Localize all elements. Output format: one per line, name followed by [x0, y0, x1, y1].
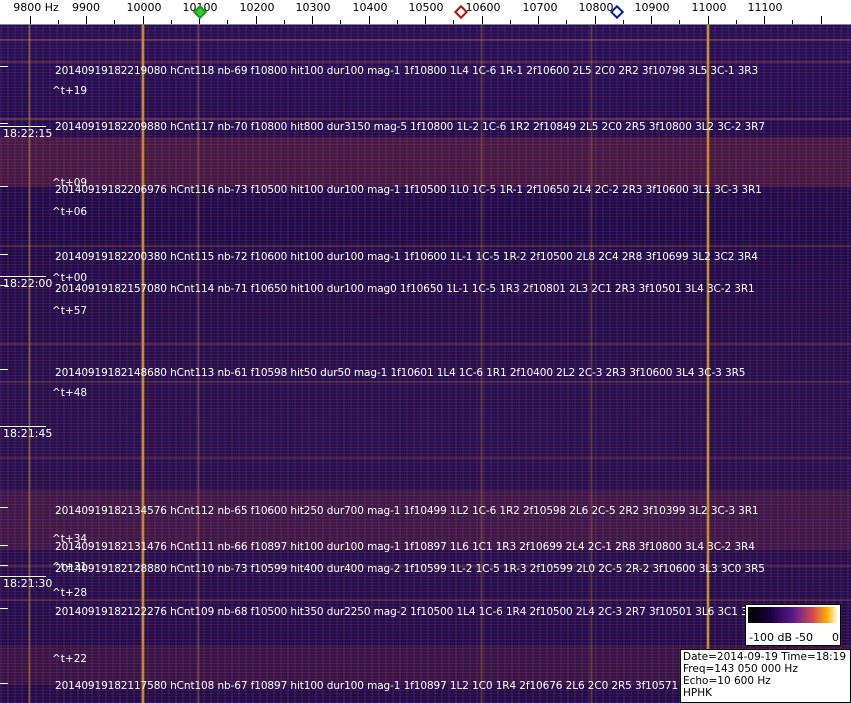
relative-time: ^t+34	[52, 533, 88, 545]
colorbar-min: -100 dB	[749, 631, 792, 644]
relative-time: ^t+48	[52, 387, 88, 399]
detection-line: 20140919182128880 hCnt110 nb-73 f10599 h…	[55, 563, 765, 575]
info-station: HPHK	[683, 687, 713, 699]
info-frequency: Freq=143 050 000 Hz	[683, 663, 798, 675]
relative-time: ^t+19	[52, 85, 88, 97]
ruler-label: 10200	[239, 1, 275, 14]
ruler-label: 11100	[747, 1, 783, 14]
ruler-label-start: 9800 Hz	[13, 1, 59, 14]
detection-line: 20140919182219080 hCnt118 nb-69 f10800 h…	[55, 65, 759, 77]
ruler-label: 10700	[522, 1, 558, 14]
relative-time: ^t+28	[52, 587, 88, 599]
ruler-label: 11000	[691, 1, 727, 14]
time-label: 18:21:45	[3, 427, 53, 440]
detection-line: 20140919182206976 hCnt116 nb-73 f10500 h…	[55, 184, 762, 196]
relative-time: ^t+57	[52, 305, 88, 317]
time-label: 18:21:30	[3, 577, 53, 590]
carrier-line	[141, 25, 145, 703]
detection-line: 20140919182148680 hCnt113 nb-61 f10598 h…	[55, 367, 746, 379]
ruler-label: 10900	[634, 1, 670, 14]
ruler-label: 10800	[578, 1, 614, 14]
faint-line	[28, 25, 31, 703]
colorbar-max: 0	[832, 631, 839, 644]
detection-line: 20140919182200380 hCnt115 nb-72 f10600 h…	[55, 251, 758, 263]
detection-line: 20140919182122276 hCnt109 nb-68 f10500 h…	[55, 606, 762, 618]
colorbar-legend: -100 dB -50 0	[745, 604, 841, 646]
waterfall-spectrogram	[0, 25, 851, 703]
ruler-label: 10600	[465, 1, 501, 14]
ruler-label: 10000	[126, 1, 162, 14]
detection-line: 20140919182131476 hCnt111 nb-66 f10897 h…	[55, 541, 755, 553]
relative-time: ^t+09	[52, 177, 88, 189]
time-label: 18:22:15	[3, 127, 53, 140]
detection-line: 20140919182157080 hCnt114 nb-71 f10650 h…	[55, 283, 755, 295]
relative-time: ^t+22	[52, 653, 88, 665]
info-date-time: Date=2014-09-19 Time=18:19 UTC	[683, 651, 851, 663]
frequency-ruler: 9800 Hz 9900 10000 10100 10200 10300 104…	[0, 0, 851, 25]
info-echo: Echo=10 600 Hz	[683, 675, 771, 687]
ruler-label: 10400	[352, 1, 388, 14]
colorbar-mid: -50	[795, 631, 813, 644]
ruler-label: 9900	[72, 1, 100, 14]
ruler-label: 10300	[295, 1, 331, 14]
time-label: 18:22:00	[3, 277, 53, 290]
faint-line	[197, 25, 200, 703]
colorbar-gradient	[748, 607, 838, 623]
ruler-label: 10500	[408, 1, 444, 14]
relative-time: ^t+06	[52, 206, 88, 218]
faint-line	[480, 25, 483, 703]
relative-time: ^t+31	[52, 561, 88, 573]
faint-line	[590, 25, 593, 703]
detection-line: 20140919182209880 hCnt117 nb-70 f10800 h…	[55, 121, 765, 133]
info-panel: Date=2014-09-19 Time=18:19 UTC Freq=143 …	[680, 649, 851, 703]
carrier-line	[706, 25, 710, 703]
relative-time: ^t+00	[52, 272, 88, 284]
detection-line: 20140919182134576 hCnt112 nb-65 f10600 h…	[55, 505, 759, 517]
detection-line: 20140919182117580 hCnt108 nb-67 f10897 h…	[55, 680, 748, 692]
